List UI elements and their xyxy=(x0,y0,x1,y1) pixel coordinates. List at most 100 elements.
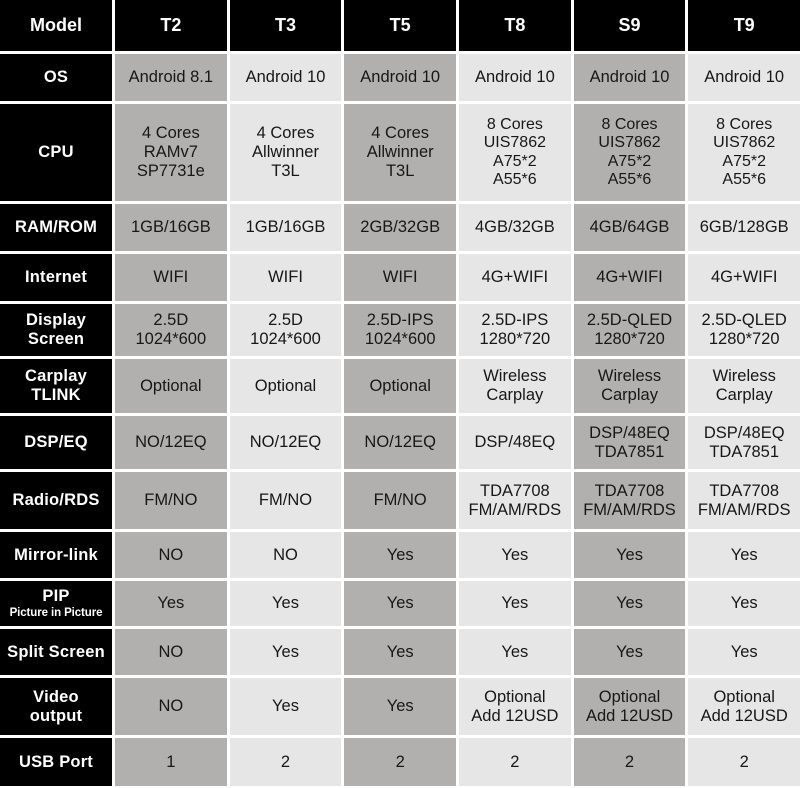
cell-line: 2.5D-QLED xyxy=(701,311,787,330)
cell-mirror-link-t8: Yes xyxy=(459,532,574,581)
cell-line: Android 10 xyxy=(704,68,785,87)
cell-display-t5: 2.5D-IPS 1024*600 xyxy=(344,304,460,359)
cell-os-t8: Android 10 xyxy=(459,54,574,104)
cell-cpu-t9: 8 Cores UIS7862 A75*2 A55*6 xyxy=(688,104,800,204)
row-label-text: Mirror-link xyxy=(14,545,98,564)
cell-line: WIFI xyxy=(268,268,303,287)
row-label-text: OS xyxy=(43,68,69,87)
table-row: Display Screen 2.5D 1024*600 2.5D 1024*600 2.5… xyxy=(0,304,800,359)
cell-line: 2 xyxy=(739,752,749,771)
row-label-text: Display xyxy=(25,311,87,330)
cell-line: FM/NO xyxy=(373,491,427,510)
cell-line: WIFI xyxy=(382,268,418,287)
cell-line: NO xyxy=(158,697,184,716)
cell-line: 1280*720 xyxy=(479,330,551,348)
table-row: USB Port 1 2 2 2 2 2 xyxy=(0,738,800,786)
cell-line: FM/AM/RDS xyxy=(583,500,676,519)
cell-line: Add 12USD xyxy=(471,706,559,725)
cell-video-s9: Optional Add 12USD xyxy=(573,678,689,738)
cell-line: FM/NO xyxy=(258,491,313,510)
cell-mirror-link-t3: NO xyxy=(229,532,345,581)
cell-line: Yes xyxy=(616,594,643,613)
cell-line: 2 xyxy=(510,752,520,771)
row-label-split-screen: Split Screen xyxy=(0,629,115,678)
cell-os-s9: Android 10 xyxy=(573,54,689,104)
cell-line: 1024*600 xyxy=(250,330,321,348)
row-label-text: USB Port xyxy=(18,752,94,771)
cell-line: UIS7862 xyxy=(598,134,661,152)
table-row: Video output NO Yes Yes Optional Add 12USD Opti… xyxy=(0,678,800,738)
row-label-mirror-link: Mirror-link xyxy=(0,532,115,581)
cell-line: UIS7862 xyxy=(713,134,776,152)
cell-dsp-eq-t5: NO/12EQ xyxy=(344,416,460,472)
cell-display-s9: 2.5D-QLED 1280*720 xyxy=(573,304,689,359)
cell-line: A55*6 xyxy=(493,170,537,188)
row-label-ram-rom: RAM/ROM xyxy=(0,204,115,254)
table-row: DSP/EQ NO/12EQ NO/12EQ NO/12EQ DSP/48EQ DSP/4… xyxy=(0,416,800,472)
cell-line: TDA7851 xyxy=(594,442,665,461)
cell-line: NO/12EQ xyxy=(135,433,207,452)
table-row: Mirror-link NO NO Yes Yes Yes Yes xyxy=(0,532,800,581)
row-label-video: Video output xyxy=(0,678,115,738)
cell-line: Android 10 xyxy=(245,68,326,87)
cell-line: 8 Cores xyxy=(716,116,773,134)
table-row: Carplay TLINK Optional Optional Optional Wire… xyxy=(0,359,800,416)
cell-ram-rom-t8: 4GB/32GB xyxy=(459,204,574,254)
cell-line: 4 Cores xyxy=(141,124,200,143)
cell-internet-t8: 4G+WIFI xyxy=(459,254,574,304)
cell-line: 2.5D xyxy=(153,311,189,330)
cell-line: NO/12EQ xyxy=(249,433,322,452)
cell-cpu-t2: 4 Cores RAMv7 SP7731e xyxy=(115,104,230,204)
cell-ram-rom-t3: 1GB/16GB xyxy=(229,204,345,254)
cell-line: Wireless xyxy=(597,367,662,386)
header-cell-t9: T9 xyxy=(688,0,800,54)
header-cell-s9: S9 xyxy=(573,0,689,54)
cell-radio-rds-t5: FM/NO xyxy=(344,472,460,532)
row-label-pip: PIP Picture in Picture xyxy=(0,581,115,629)
cell-line: Add 12USD xyxy=(585,706,674,725)
cell-line: Yes xyxy=(501,545,529,564)
row-label-carplay: Carplay TLINK xyxy=(0,359,115,416)
cell-line: TDA7708 xyxy=(479,481,550,500)
cell-line: 8 Cores xyxy=(601,116,658,134)
cell-split-screen-t9: Yes xyxy=(688,629,800,678)
cell-line: Yes xyxy=(730,594,758,613)
row-label-text: Radio/RDS xyxy=(12,491,100,510)
cell-line: FM/AM/RDS xyxy=(468,500,562,519)
cell-cpu-t5: 4 Cores Allwinner T3L xyxy=(344,104,460,204)
cell-dsp-eq-t2: NO/12EQ xyxy=(115,416,230,472)
cell-internet-t2: WIFI xyxy=(115,254,230,304)
cell-line: DSP/48EQ xyxy=(474,433,556,452)
cell-line: NO xyxy=(158,642,184,661)
cell-carplay-t3: Optional xyxy=(229,359,345,416)
cell-cpu-t8: 8 Cores UIS7862 A75*2 A55*6 xyxy=(459,104,574,204)
row-label-subtext: Picture in Picture xyxy=(9,606,103,619)
cell-line: DSP/48EQ xyxy=(703,423,785,442)
cell-line: Yes xyxy=(501,642,529,661)
cell-dsp-eq-s9: DSP/48EQ TDA7851 xyxy=(573,416,689,472)
cell-line: Yes xyxy=(616,642,643,661)
cell-internet-t3: WIFI xyxy=(229,254,345,304)
cell-radio-rds-t8: TDA7708 FM/AM/RDS xyxy=(459,472,574,532)
cell-line: Yes xyxy=(272,642,299,661)
cell-line: T3L xyxy=(385,161,415,180)
cell-usb-port-t9: 2 xyxy=(688,738,800,786)
cell-line: 4G+WIFI xyxy=(596,268,663,287)
cell-pip-t5: Yes xyxy=(344,581,460,629)
row-label-subtext: Screen xyxy=(27,330,85,348)
cell-ram-rom-s9: 4GB/64GB xyxy=(573,204,689,254)
cell-pip-t9: Yes xyxy=(688,581,800,629)
cell-carplay-t2: Optional xyxy=(115,359,230,416)
cell-carplay-t9: Wireless Carplay xyxy=(688,359,800,416)
cell-line: 2 xyxy=(280,752,291,771)
cell-line: 4G+WIFI xyxy=(481,268,549,287)
cell-video-t8: Optional Add 12USD xyxy=(459,678,574,738)
cell-line: A75*2 xyxy=(607,152,652,170)
cell-line: 2.5D-IPS xyxy=(481,311,549,330)
cell-line: 1280*720 xyxy=(594,330,665,348)
cell-line: Optional xyxy=(140,376,202,395)
cell-line: 2.5D-QLED xyxy=(586,311,673,330)
cell-line: 2.5D xyxy=(268,311,303,330)
cell-cpu-t3: 4 Cores Allwinner T3L xyxy=(229,104,345,204)
